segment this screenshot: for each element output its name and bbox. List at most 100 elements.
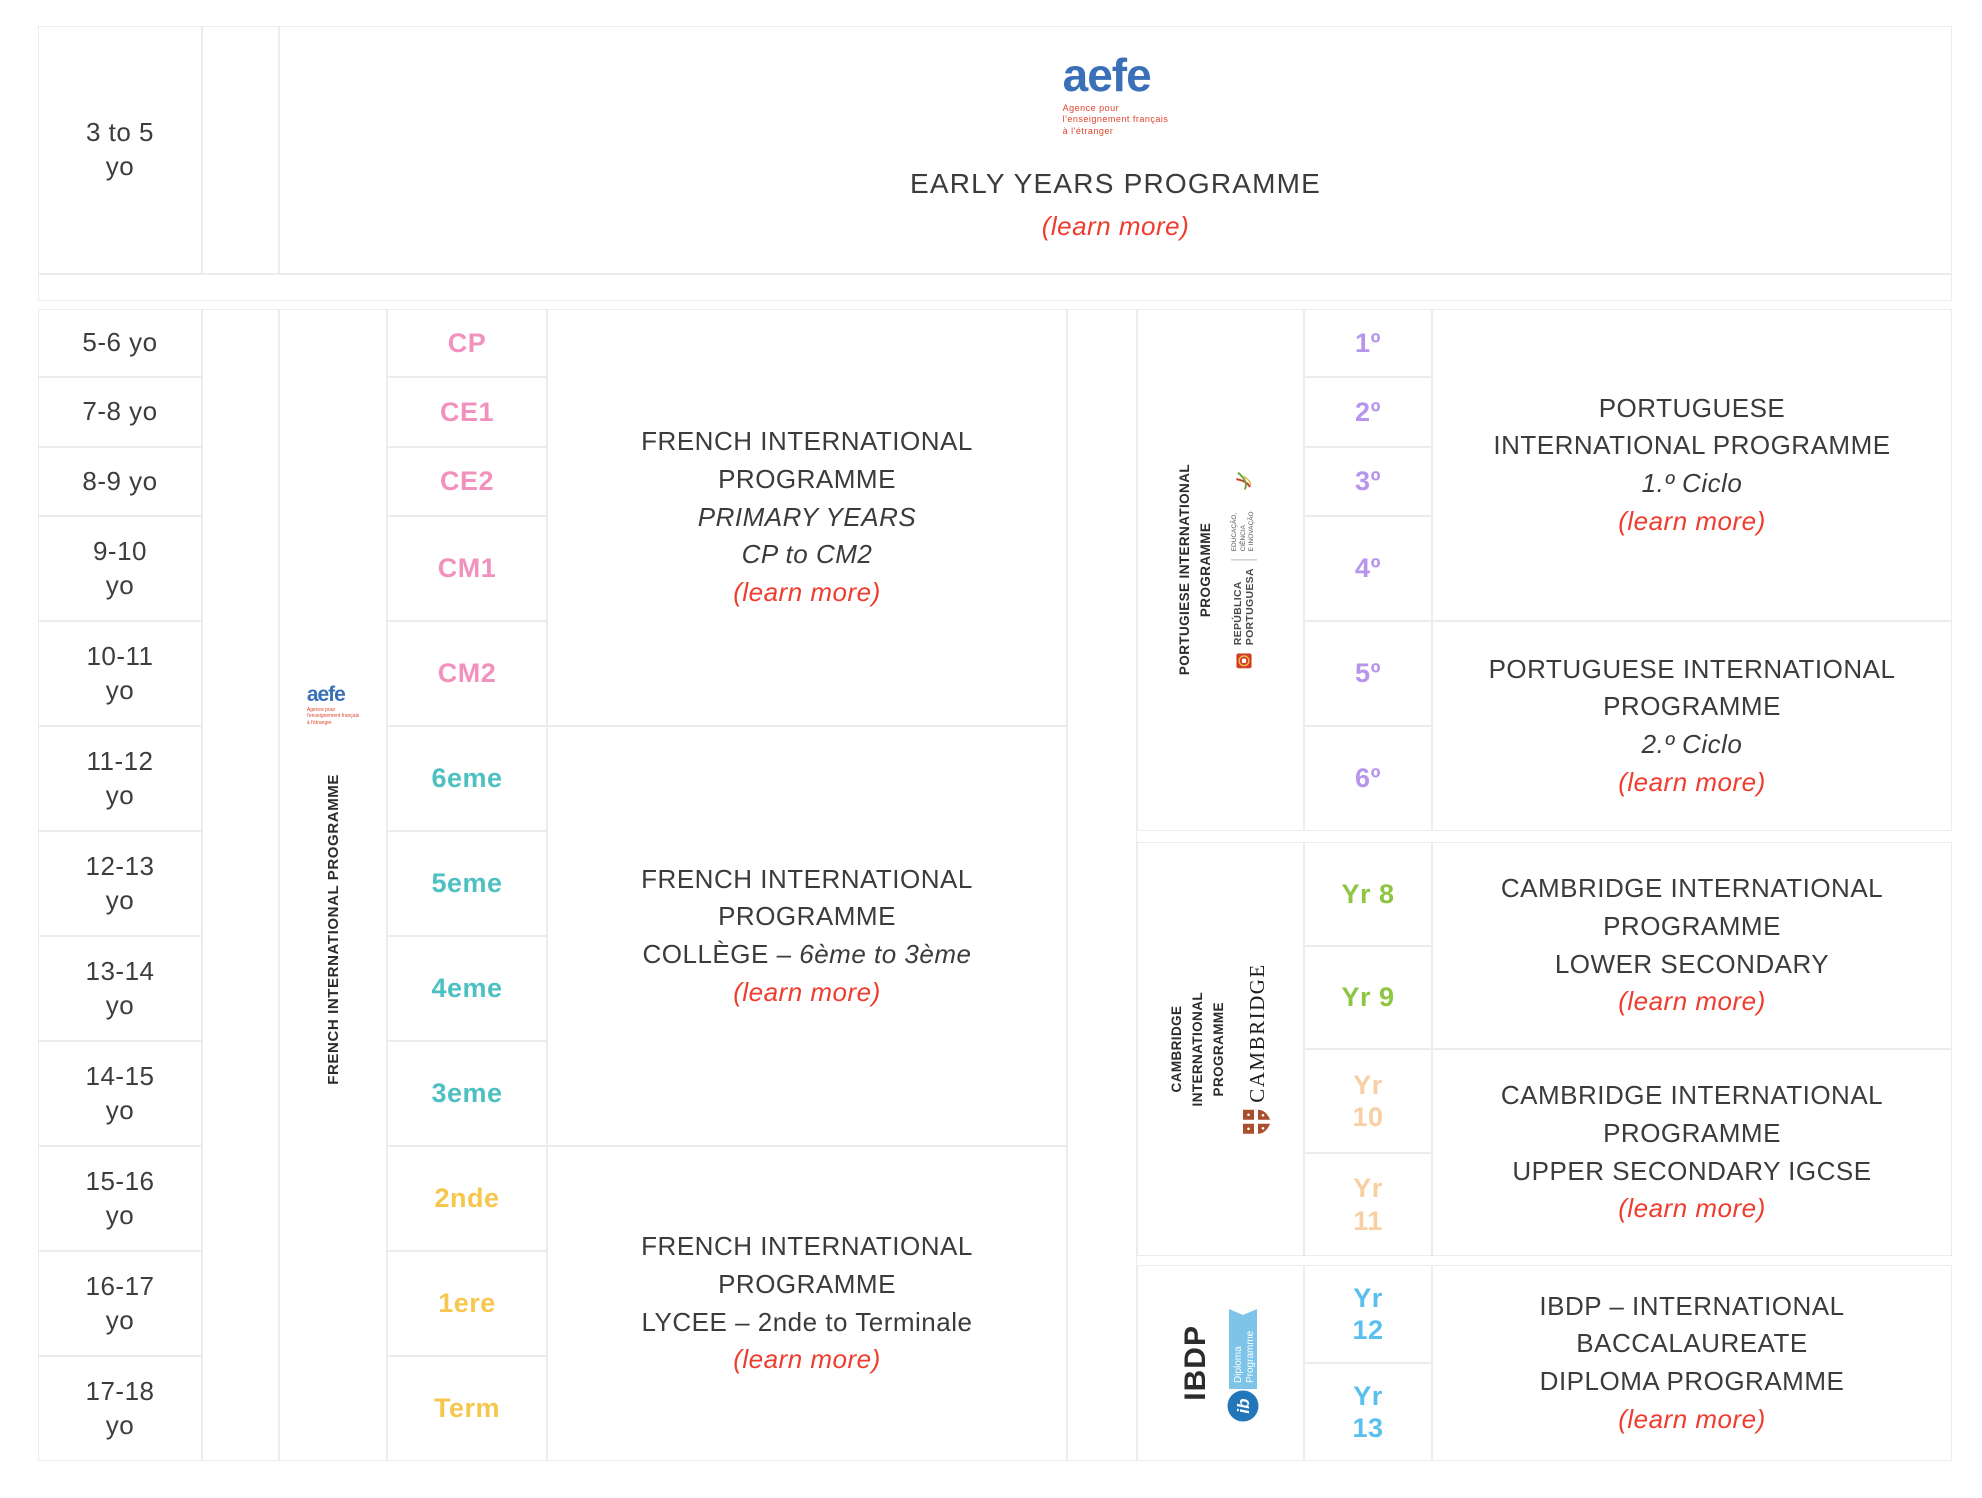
ib-diploma-logo: Diploma Programme ib bbox=[1223, 1301, 1263, 1425]
french-college-subtitle-range: 6ème to 3ème bbox=[799, 939, 972, 969]
age-cell-7-8: 7-8 yo bbox=[38, 377, 202, 447]
aefe-logo-tagline: Agence pour l'enseignement français à l'… bbox=[1062, 102, 1169, 137]
grade-cell-6eme: 6eme bbox=[387, 726, 547, 831]
cambridge-lower-desc-cell: CAMBRIDGE INTERNATIONAL PROGRAMME LOWER … bbox=[1432, 842, 1952, 1049]
aefe-logo: aefe Agence pour l'enseignement français… bbox=[1062, 48, 1169, 138]
aefe-logo-small-text: aefe bbox=[306, 682, 346, 706]
ibdp-descriptions-column: IBDP – INTERNATIONAL BACCALAUREATE DIPLO… bbox=[1432, 1265, 1952, 1461]
right-programmes-section: PORTUGIESE INTERNATIONAL PROGRAMME REPÚB… bbox=[1137, 309, 1952, 1461]
cambridge-shield-icon bbox=[1242, 1109, 1271, 1134]
ib-circle-text: ib bbox=[1234, 1398, 1253, 1413]
cambridge-logo: CAMBRIDGE bbox=[1240, 954, 1274, 1144]
portuguese-ciclo2-learn-more-link[interactable]: (learn more) bbox=[1618, 766, 1766, 797]
aefe-logo-small-tagline: Agence pour l'enseignement français à l'… bbox=[306, 706, 360, 726]
grade-cell-ce1: CE1 bbox=[387, 377, 547, 447]
french-programme-vertical-label: FRENCH INTERNATIONAL PROGRAMME bbox=[324, 774, 342, 1086]
early-years-title: EARLY YEARS PROGRAMME bbox=[909, 167, 1322, 199]
right-spacer-cell bbox=[1067, 309, 1137, 1461]
ibdp-block: IBDP Diploma Programme ib bbox=[1137, 1265, 1952, 1461]
cambridge-upper-title: CAMBRIDGE INTERNATIONAL PROGRAMME UPPER … bbox=[1500, 1080, 1884, 1186]
grade-cell-2o: 2º bbox=[1304, 377, 1432, 447]
grade-cell-cm2: CM2 bbox=[387, 621, 547, 726]
cambridge-descriptions-column: CAMBRIDGE INTERNATIONAL PROGRAMME LOWER … bbox=[1432, 842, 1952, 1256]
cambridge-grades-column: Yr 8 Yr 9 Yr 10 Yr 11 bbox=[1304, 842, 1432, 1256]
cambridge-upper-desc-cell: CAMBRIDGE INTERNATIONAL PROGRAMME UPPER … bbox=[1432, 1049, 1952, 1256]
cambridge-logo-text: CAMBRIDGE bbox=[1244, 963, 1269, 1103]
portuguese-ciclo2-title: PORTUGUESE INTERNATIONAL PROGRAMME bbox=[1488, 653, 1896, 722]
grade-cell-3eme: 3eme bbox=[387, 1041, 547, 1146]
republica-portuguesa-text: REPÚBLICA PORTUGUESA bbox=[1232, 568, 1257, 646]
portuguese-descriptions-column: PORTUGUESE INTERNATIONAL PROGRAMME 1.º C… bbox=[1432, 309, 1952, 831]
age-cell-15-16: 15-16 yo bbox=[38, 1146, 202, 1251]
french-lycee-title: FRENCH INTERNATIONAL PROGRAMME LYCEE – 2… bbox=[641, 1231, 973, 1337]
cambridge-programme-label-cell: CAMBRIDGE INTERNATIONAL PROGRAMME CAMBRI… bbox=[1137, 842, 1304, 1256]
early-years-learn-more-link[interactable]: (learn more) bbox=[1041, 211, 1190, 242]
french-descriptions-column: FRENCH INTERNATIONAL PROGRAMME PRIMARY Y… bbox=[547, 309, 1067, 1461]
cambridge-block: CAMBRIDGE INTERNATIONAL PROGRAMME CAMBRI… bbox=[1137, 842, 1952, 1256]
grade-cell-yr13: Yr 13 bbox=[1304, 1363, 1432, 1461]
age-cell-14-15: 14-15 yo bbox=[38, 1041, 202, 1146]
portuguese-ciclo2-desc-cell: PORTUGUESE INTERNATIONAL PROGRAMME 2.º C… bbox=[1432, 621, 1952, 831]
grade-cell-6o: 6º bbox=[1304, 726, 1432, 831]
grade-cell-term: Term bbox=[387, 1356, 547, 1461]
french-college-desc-cell: FRENCH INTERNATIONAL PROGRAMME COLLÈGE –… bbox=[547, 726, 1067, 1146]
portuguese-ciclo1-subtitle: 1.º Ciclo bbox=[1641, 468, 1743, 498]
top-spacer-cell bbox=[202, 26, 279, 274]
french-college-learn-more-link[interactable]: (learn more) bbox=[733, 976, 881, 1007]
ibdp-desc-cell: IBDP – INTERNATIONAL BACCALAUREATE DIPLO… bbox=[1432, 1265, 1952, 1461]
portuguese-programme-vertical-label: PORTUGIESE INTERNATIONAL PROGRAMME bbox=[1176, 464, 1213, 676]
age-cell-11-12: 11-12 yo bbox=[38, 726, 202, 831]
age-cell-13-14: 13-14 yo bbox=[38, 936, 202, 1041]
grade-cell-yr9: Yr 9 bbox=[1304, 946, 1432, 1049]
grade-cell-cp: CP bbox=[387, 309, 547, 377]
ibdp-grades-column: Yr 12 Yr 13 bbox=[1304, 1265, 1432, 1461]
aefe-logo-text: aefe bbox=[1062, 48, 1152, 101]
age-cell-8-9: 8-9 yo bbox=[38, 447, 202, 516]
grade-cell-cm1: CM1 bbox=[387, 516, 547, 621]
main-table: 5-6 yo 7-8 yo 8-9 yo 9-10 yo 10-11 yo 11… bbox=[38, 309, 1952, 1461]
french-college-subtitle: COLLÈGE – 6ème to 3ème bbox=[643, 936, 972, 974]
ibdp-label-cell: IBDP Diploma Programme ib bbox=[1137, 1265, 1304, 1461]
grade-cell-ce2: CE2 bbox=[387, 447, 547, 516]
grade-cell-5o: 5º bbox=[1304, 621, 1432, 726]
age-cell-3-to-5: 3 to 5 yo bbox=[38, 26, 202, 274]
french-primary-desc-cell: FRENCH INTERNATIONAL PROGRAMME PRIMARY Y… bbox=[547, 309, 1067, 726]
french-college-subtitle-prefix: COLLÈGE – bbox=[642, 939, 800, 969]
portuguese-grades-column: 1º 2º 3º 4º 5º 6º bbox=[1304, 309, 1432, 831]
grade-cell-2nde: 2nde bbox=[387, 1146, 547, 1251]
french-lycee-learn-more-link[interactable]: (learn more) bbox=[733, 1344, 881, 1375]
portuguese-ciclo2-subtitle: 2.º Ciclo bbox=[1641, 729, 1743, 759]
educacao-ciencia-text: EDUCAÇÃO, CIÊNCIA E INOVAÇÃO bbox=[1231, 511, 1256, 552]
republica-portuguesa-logo: REPÚBLICA PORTUGUESA EDUCAÇÃO, CIÊNCIA E… bbox=[1222, 455, 1266, 685]
cambridge-programme-vertical-label: CAMBRIDGE INTERNATIONAL PROGRAMME bbox=[1169, 991, 1226, 1107]
portuguese-ciclo1-learn-more-link[interactable]: (learn more) bbox=[1618, 505, 1766, 536]
age-cell-12-13: 12-13 yo bbox=[38, 831, 202, 936]
age-cell-10-11: 10-11 yo bbox=[38, 621, 202, 726]
ibdp-vertical-label: IBDP bbox=[1178, 1325, 1212, 1401]
grade-cell-3o: 3º bbox=[1304, 447, 1432, 516]
educacao-swoosh-icon bbox=[1236, 472, 1252, 491]
age-column: 5-6 yo 7-8 yo 8-9 yo 9-10 yo 10-11 yo 11… bbox=[38, 309, 202, 1461]
french-primary-subtitle: PRIMARY YEARS CP to CM2 bbox=[697, 501, 917, 570]
portugal-flag-icon bbox=[1236, 653, 1252, 669]
grade-cell-yr11: Yr 11 bbox=[1304, 1153, 1432, 1256]
french-primary-learn-more-link[interactable]: (learn more) bbox=[733, 577, 881, 608]
portuguese-ciclo1-title: PORTUGUESE INTERNATIONAL PROGRAMME bbox=[1493, 392, 1891, 461]
separator-row bbox=[38, 274, 1952, 301]
ibdp-title: IBDP – INTERNATIONAL BACCALAUREATE DIPLO… bbox=[1539, 1290, 1845, 1396]
left-spacer-cell bbox=[202, 309, 279, 1461]
grade-cell-1ere: 1ere bbox=[387, 1251, 547, 1356]
logo-divider bbox=[1231, 559, 1258, 561]
french-programme-label-cell: aefe Agence pour l'enseignement français… bbox=[279, 309, 387, 1461]
age-cell-5-6: 5-6 yo bbox=[38, 309, 202, 377]
age-cell-16-17: 16-17 yo bbox=[38, 1251, 202, 1356]
grade-cell-yr8: Yr 8 bbox=[1304, 842, 1432, 946]
ibdp-learn-more-link[interactable]: (learn more) bbox=[1618, 1403, 1766, 1434]
cambridge-lower-learn-more-link[interactable]: (learn more) bbox=[1618, 986, 1766, 1017]
grade-cell-5eme: 5eme bbox=[387, 831, 547, 936]
french-primary-title: FRENCH INTERNATIONAL PROGRAMME bbox=[641, 426, 973, 494]
age-cell-9-10: 9-10 yo bbox=[38, 516, 202, 621]
cambridge-upper-learn-more-link[interactable]: (learn more) bbox=[1618, 1193, 1766, 1224]
age-cell-17-18: 17-18 yo bbox=[38, 1356, 202, 1461]
